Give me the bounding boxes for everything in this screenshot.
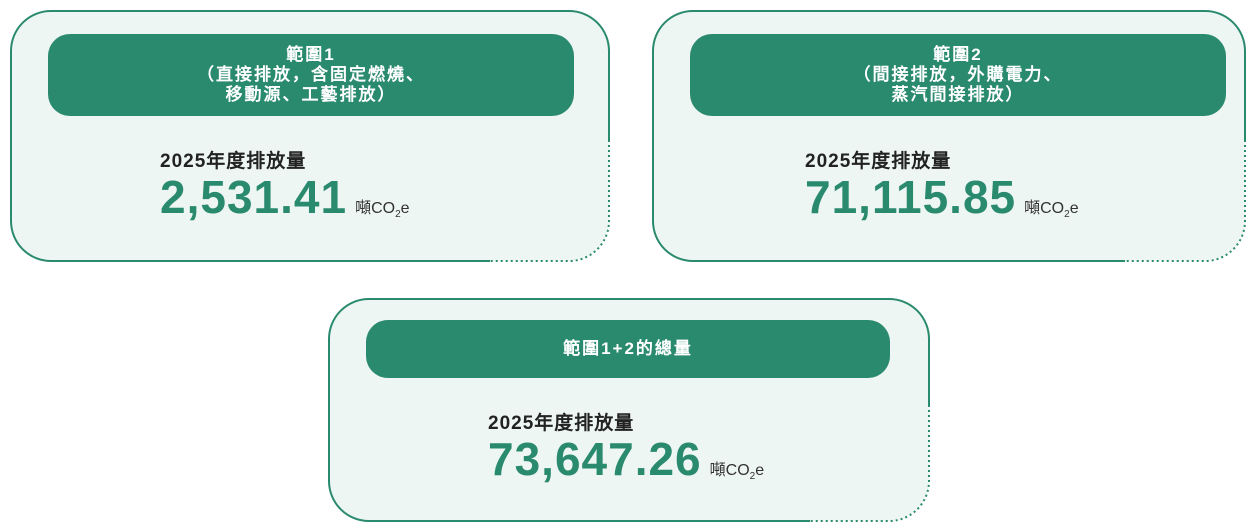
- unit-tail: e: [1069, 200, 1079, 217]
- unit: 噸CO2e: [1024, 194, 1078, 220]
- card-border-dotted: [810, 405, 930, 522]
- unit-main: 噸CO: [709, 462, 750, 479]
- year-label: 2025年度排放量: [805, 151, 952, 172]
- year-label: 2025年度排放量: [160, 151, 307, 172]
- header-line: 範圍1+2的總量: [563, 339, 693, 358]
- header-line: 範圍1: [286, 45, 336, 64]
- card-border: [10, 10, 610, 262]
- value-row: 71,115.85 噸CO2e: [805, 170, 1079, 224]
- card-header: 範圍1+2的總量: [366, 320, 890, 378]
- unit-tail: e: [755, 462, 765, 479]
- value-row: 73,647.26 噸CO2e: [488, 432, 764, 486]
- unit-sub: 2: [1064, 209, 1070, 221]
- card-border: [652, 10, 1246, 262]
- unit-tail: e: [400, 200, 410, 217]
- unit-sub: 2: [395, 209, 401, 221]
- header-line: 移動源、工藝排放）: [225, 85, 397, 104]
- unit-main: 噸CO: [355, 200, 396, 217]
- unit: 噸CO2e: [710, 456, 764, 482]
- unit-sub: 2: [749, 471, 756, 483]
- header-line: （間接排放，外購電力、: [853, 65, 1063, 84]
- card-border: [328, 298, 930, 522]
- value: 2,531.41: [160, 171, 348, 223]
- value-row: 2,531.41 噸CO2e: [160, 170, 410, 224]
- card-header: 範圍2 （間接排放，外購電力、 蒸汽間接排放）: [690, 34, 1226, 116]
- card-header: 範圍1 （直接排放，含固定燃燒、 移動源、工藝排放）: [48, 34, 574, 116]
- unit-main: 噸CO: [1024, 200, 1065, 217]
- value: 73,647.26: [488, 433, 702, 485]
- header-line: 範圍2: [933, 45, 983, 64]
- value: 71,115.85: [805, 171, 1017, 223]
- card-border-dotted: [490, 140, 610, 262]
- card-border-dotted: [1125, 140, 1246, 262]
- year-label: 2025年度排放量: [488, 413, 635, 434]
- header-line: （直接排放，含固定燃燒、: [197, 65, 425, 84]
- unit: 噸CO2e: [355, 194, 409, 220]
- header-line: 蒸汽間接排放）: [891, 85, 1025, 104]
